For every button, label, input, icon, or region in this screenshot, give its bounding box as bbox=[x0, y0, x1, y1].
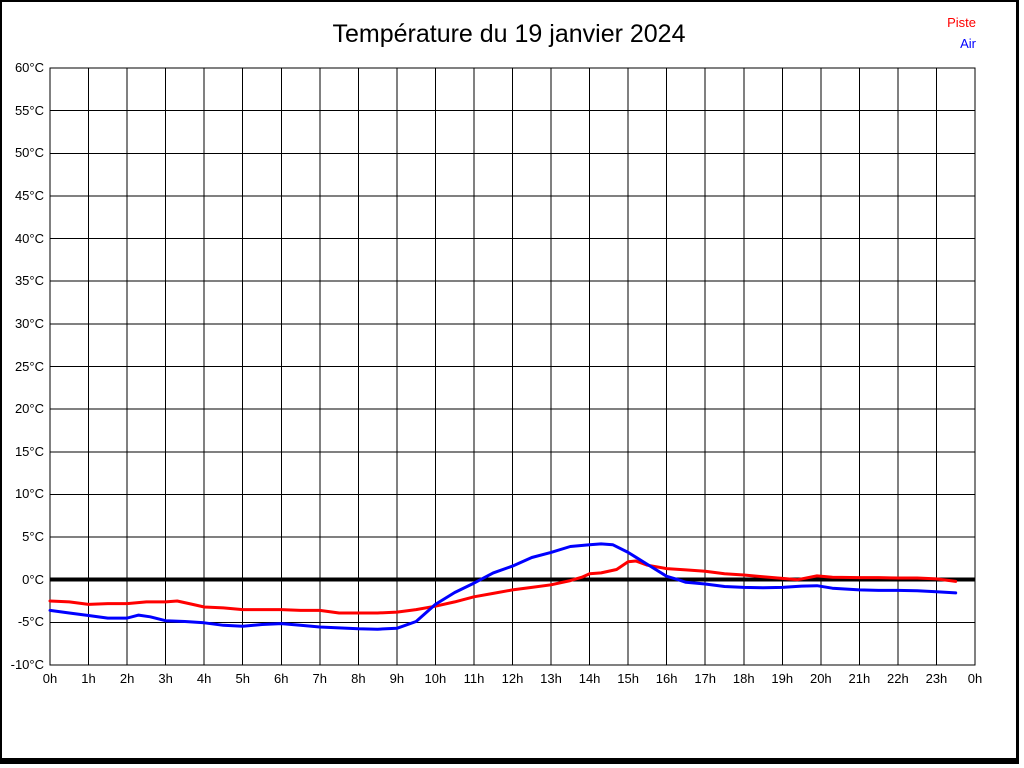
y-tick-label: 0°C bbox=[22, 571, 44, 587]
x-tick-label: 7h bbox=[312, 671, 328, 686]
x-tick-label: 21h bbox=[848, 671, 871, 686]
legend-label-air: Air bbox=[960, 36, 976, 51]
x-tick-label: 13h bbox=[540, 671, 562, 686]
y-tick-label: 30°C bbox=[14, 315, 44, 331]
x-tick-label: 19h bbox=[771, 671, 794, 686]
air-line bbox=[48, 542, 958, 631]
y-tick-label: -10°C bbox=[10, 657, 44, 672]
legend-item-air: Air bbox=[947, 33, 976, 54]
x-tick-label: 6h bbox=[274, 671, 289, 686]
x-tick-label: 3h bbox=[158, 671, 173, 686]
piste-line bbox=[48, 559, 958, 615]
x-tick-label: 15h bbox=[617, 671, 639, 686]
x-tick-label: 10h bbox=[424, 671, 447, 686]
x-tick-label: 4h bbox=[196, 671, 212, 686]
x-tick-label: 17h bbox=[694, 671, 717, 686]
y-tick-label: 35°C bbox=[14, 273, 44, 289]
y-tick-label: 40°C bbox=[14, 230, 44, 246]
y-tick-label: 50°C bbox=[14, 145, 44, 161]
x-tick-label: 2h bbox=[119, 671, 135, 686]
y-tick-label: 55°C bbox=[14, 102, 44, 118]
legend-label-piste: Piste bbox=[947, 15, 976, 30]
y-tick-label: 60°C bbox=[14, 60, 44, 75]
y-tick-label: 25°C bbox=[14, 358, 44, 374]
x-tick-label: 12h bbox=[501, 671, 524, 686]
legend: Piste Air bbox=[947, 12, 976, 54]
x-tick-label: 14h bbox=[578, 671, 601, 686]
x-tick-label: 0h bbox=[42, 671, 58, 686]
y-tick-label: 15°C bbox=[14, 443, 44, 459]
x-tick-label: 22h bbox=[887, 671, 909, 686]
x-tick-label: 16h bbox=[655, 671, 678, 686]
y-tick-label: 45°C bbox=[14, 187, 44, 203]
plot-border bbox=[49, 67, 976, 666]
y-tick-label: -5°C bbox=[17, 614, 44, 630]
x-tick-label: 18h bbox=[732, 671, 755, 686]
x-tick-label: 8h bbox=[351, 671, 366, 686]
x-tick-label: 1h bbox=[81, 671, 96, 686]
y-tick-label: 10°C bbox=[14, 486, 44, 502]
x-tick-label: 20h bbox=[809, 671, 832, 686]
x-tick-label: 23h bbox=[925, 671, 948, 686]
y-tick-label: 20°C bbox=[14, 401, 44, 417]
chart-title: Température du 19 janvier 2024 bbox=[332, 20, 686, 48]
x-tick-label: 9h bbox=[389, 671, 405, 686]
legend-item-piste: Piste bbox=[947, 12, 976, 33]
y-tick-label: 5°C bbox=[22, 529, 44, 545]
x-tick-label: 5h bbox=[235, 671, 250, 686]
x-tick-label: 0h bbox=[967, 671, 983, 686]
x-tick-label: 11h bbox=[463, 671, 485, 686]
